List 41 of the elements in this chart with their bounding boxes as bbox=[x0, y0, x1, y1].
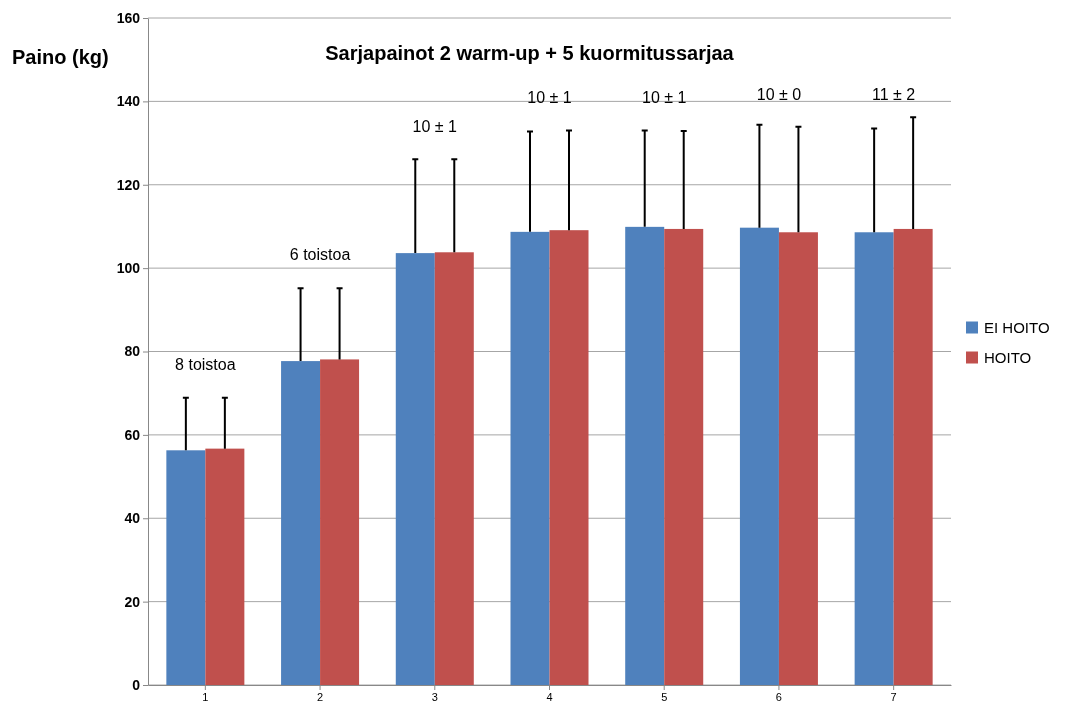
y-tick-label: 0 bbox=[132, 676, 141, 693]
annotation: 10 ± 1 bbox=[642, 88, 687, 106]
annotation: 11 ± 2 bbox=[872, 86, 916, 104]
bar bbox=[281, 361, 321, 685]
legend-label: EI HOITO bbox=[984, 318, 1050, 336]
bar bbox=[778, 232, 818, 685]
bar bbox=[739, 227, 779, 685]
y-tick-label: 80 bbox=[124, 343, 141, 360]
y-tick-label: 100 bbox=[116, 260, 141, 277]
x-tick-label: 7 bbox=[890, 690, 897, 703]
y-tick-label: 140 bbox=[116, 93, 141, 110]
y-tick-label: 120 bbox=[116, 176, 141, 193]
bar bbox=[395, 253, 435, 685]
bar bbox=[854, 232, 894, 685]
y-tick-label: 20 bbox=[124, 593, 141, 610]
bar bbox=[664, 228, 704, 685]
legend-label: HOITO bbox=[984, 348, 1032, 366]
annotation: 10 ± 1 bbox=[412, 117, 458, 135]
bar bbox=[166, 450, 206, 685]
text: Sarjapainot 2 warm-up + 5 kuormitussarjaa bbox=[325, 42, 735, 64]
annotation: 8 toistoa bbox=[175, 355, 236, 374]
y-tick-label: 60 bbox=[124, 426, 141, 443]
x-tick-label: 5 bbox=[661, 690, 668, 703]
y-axis-title: Paino (kg) bbox=[12, 46, 109, 68]
bar bbox=[510, 231, 550, 685]
x-tick-label: 1 bbox=[202, 690, 209, 703]
x-tick-label: 2 bbox=[317, 690, 324, 703]
annotation: 10 ± 1 bbox=[527, 88, 572, 106]
y-tick-label: 160 bbox=[116, 9, 141, 26]
x-tick-label: 4 bbox=[546, 690, 553, 703]
bar bbox=[434, 252, 474, 685]
bar bbox=[205, 448, 245, 685]
x-tick-label: 6 bbox=[775, 690, 782, 703]
bar bbox=[625, 226, 665, 685]
annotation: 10 ± 0 bbox=[756, 86, 802, 104]
bar bbox=[549, 230, 589, 685]
bar bbox=[320, 359, 360, 685]
x-tick-label: 3 bbox=[431, 690, 438, 703]
y-tick-label: 40 bbox=[124, 510, 141, 527]
bar bbox=[893, 228, 933, 685]
annotation: 6 toistoa bbox=[289, 246, 351, 264]
